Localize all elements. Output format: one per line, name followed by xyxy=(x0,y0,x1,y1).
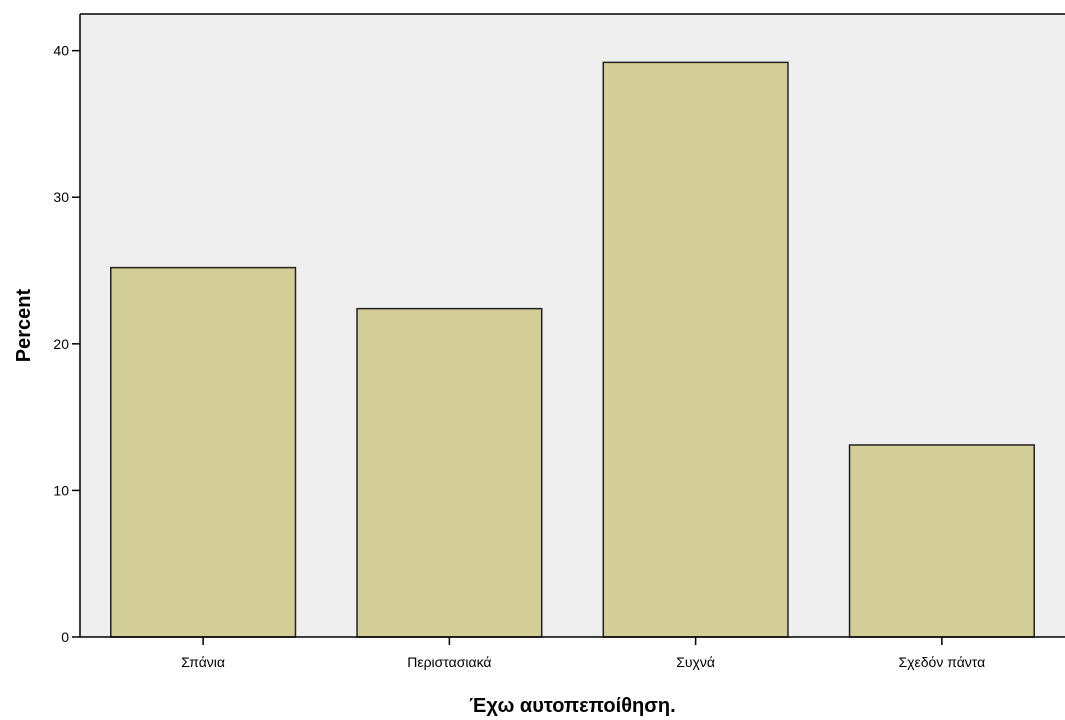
bar-2 xyxy=(356,307,543,638)
bars-group xyxy=(110,61,1035,638)
y-axis-title: Percent xyxy=(13,288,35,362)
y-tick-label: 10 xyxy=(53,482,69,498)
x-axis: Σπάνια Περιστασιακά Συχνά Σχεδόν πάντα xyxy=(80,636,1065,670)
y-tick-label: 20 xyxy=(53,336,69,352)
bar-4 xyxy=(848,444,1035,638)
y-tick-label: 40 xyxy=(53,43,69,59)
y-axis: 0 10 20 30 40 xyxy=(53,13,1065,645)
bar-1 xyxy=(110,266,297,638)
x-tick-label: Σχεδόν πάντα xyxy=(899,654,986,670)
y-tick-label: 0 xyxy=(61,629,69,645)
bar-3 xyxy=(602,61,789,638)
x-axis-title: Έχω αυτοπεποίθηση. xyxy=(469,695,675,717)
x-tick-label: Συχνά xyxy=(676,654,715,670)
x-tick-label: Σπάνια xyxy=(181,654,225,670)
y-tick-label: 30 xyxy=(53,189,69,205)
x-tick-label: Περιστασιακά xyxy=(407,654,491,670)
